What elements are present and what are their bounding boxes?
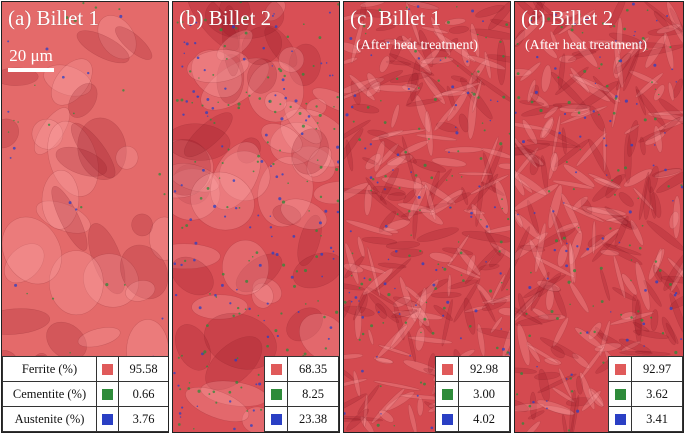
cementite-value: 3.62	[631, 381, 683, 407]
table-row: Cementite (%) 0.66	[2, 381, 168, 407]
austenite-value: 3.41	[631, 406, 683, 432]
table-row: 92.98	[435, 356, 510, 382]
phase-table: 92.97 3.62 3.41	[608, 356, 683, 432]
phase-table: 92.98 3.00 4.02	[435, 356, 510, 432]
phase-table: Ferrite (%) 95.58 Cementite (%) 0.66 Aus…	[2, 356, 168, 432]
panel-a: (a) Billet 1 20 μm Ferrite (%) 95.58 Cem…	[1, 1, 169, 433]
panel-subtitle: (After heat treatment)	[356, 38, 479, 53]
phase-name-cementite: Cementite (%)	[2, 381, 98, 407]
table-row: Austenite (%) 3.76	[2, 406, 168, 432]
cementite-value: 3.00	[458, 381, 510, 407]
austenite-swatch	[270, 414, 282, 426]
ferrite-value: 95.58	[118, 356, 168, 382]
ferrite-swatch	[102, 364, 114, 376]
cementite-swatch	[102, 389, 114, 401]
table-row: 92.97	[608, 356, 683, 382]
table-row: 3.41	[608, 406, 683, 432]
table-row: Ferrite (%) 95.58	[2, 356, 168, 382]
ferrite-swatch	[270, 364, 282, 376]
cementite-value: 8.25	[287, 381, 339, 407]
austenite-value: 4.02	[458, 406, 510, 432]
ferrite-value: 68.35	[287, 356, 339, 382]
panel-subtitle: (After heat treatment)	[525, 38, 648, 53]
cementite-value: 0.66	[118, 381, 168, 407]
cementite-swatch	[270, 389, 282, 401]
panel-label: (d) Billet 2	[521, 6, 614, 30]
austenite-swatch	[441, 414, 453, 426]
austenite-value: 23.38	[287, 406, 339, 432]
table-row: 23.38	[264, 406, 339, 432]
panel-label: (b) Billet 2	[179, 6, 272, 30]
scale-bar-line	[8, 68, 54, 72]
panel-label: (c) Billet 1	[350, 6, 441, 30]
panel-label: (a) Billet 1	[8, 6, 99, 30]
table-row: 8.25	[264, 381, 339, 407]
ferrite-value: 92.98	[458, 356, 510, 382]
cementite-swatch	[614, 389, 626, 401]
ferrite-swatch	[441, 364, 453, 376]
table-row: 4.02	[435, 406, 510, 432]
scale-bar-label: 20 μm	[9, 46, 53, 65]
micrograph-d	[515, 2, 683, 432]
panel-d: (d) Billet 2 (After heat treatment) 92.9…	[514, 1, 684, 433]
scale-bar: 20 μm	[8, 46, 54, 72]
panel-b: (b) Billet 2 68.35 8.25 23.38	[172, 1, 340, 433]
cementite-swatch	[441, 389, 453, 401]
austenite-value: 3.76	[118, 406, 168, 432]
phase-name-austenite: Austenite (%)	[2, 406, 98, 432]
table-row: 3.62	[608, 381, 683, 407]
austenite-swatch	[614, 414, 626, 426]
phase-name-ferrite: Ferrite (%)	[2, 356, 98, 382]
phase-table: 68.35 8.25 23.38	[264, 356, 339, 432]
ferrite-value: 92.97	[631, 356, 683, 382]
table-row: 68.35	[264, 356, 339, 382]
ferrite-swatch	[614, 364, 626, 376]
panel-c: (c) Billet 1 (After heat treatment) 92.9…	[343, 1, 511, 433]
austenite-swatch	[102, 414, 114, 426]
table-row: 3.00	[435, 381, 510, 407]
